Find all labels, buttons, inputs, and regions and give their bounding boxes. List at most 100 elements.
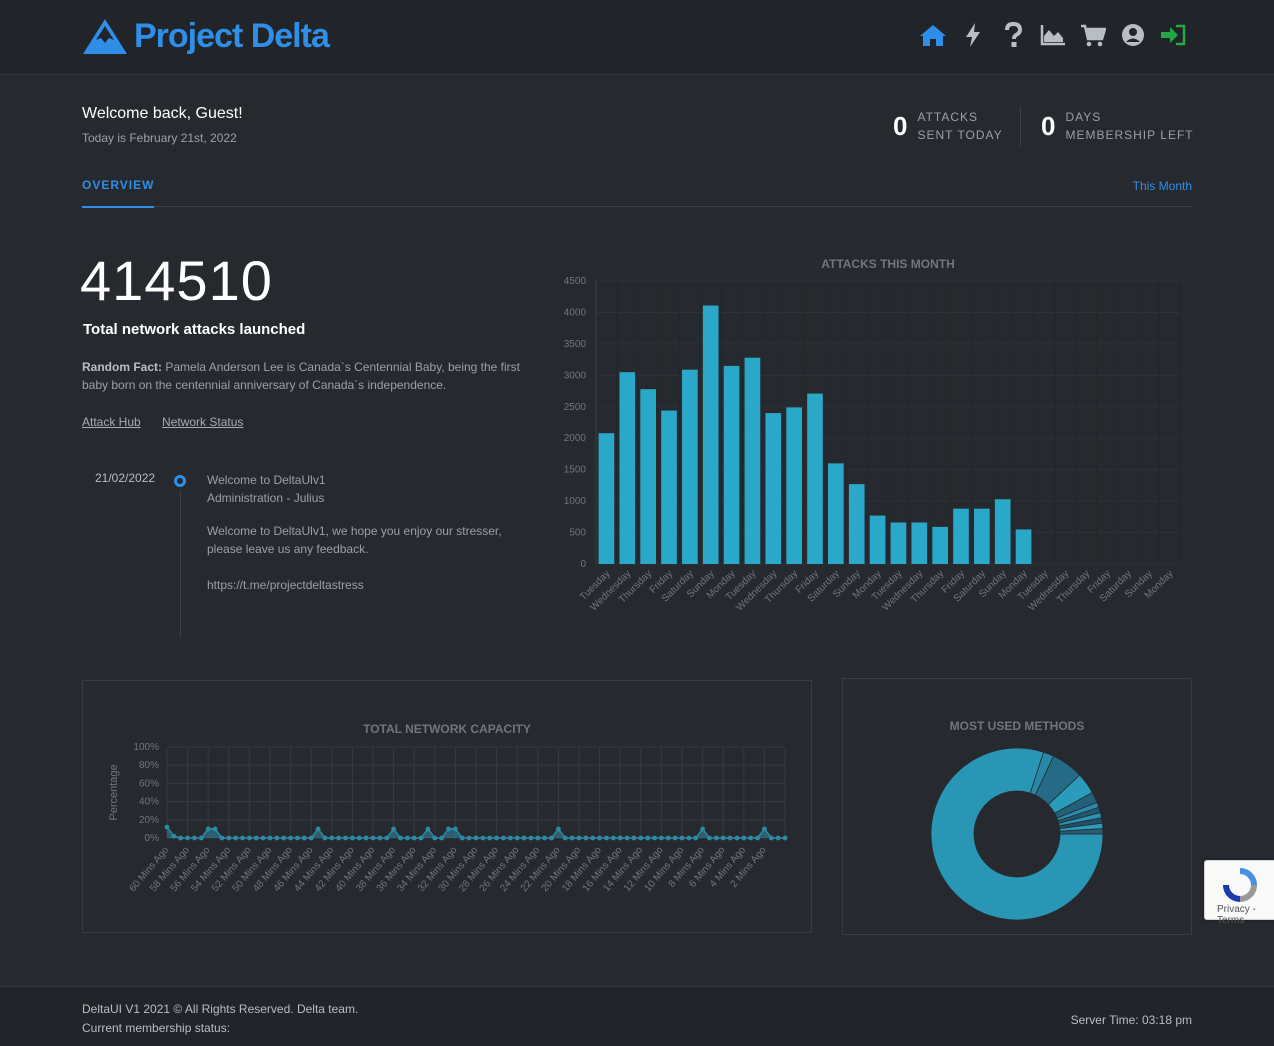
- data-point: [535, 835, 541, 841]
- data-point: [315, 826, 321, 832]
- data-point: [734, 835, 740, 841]
- random-fact-prefix: Random Fact:: [82, 360, 163, 374]
- bar: [702, 305, 719, 564]
- data-point: [549, 835, 554, 841]
- data-point: [597, 835, 602, 841]
- timeline-body: Welcome to DeltaUlv1, we hope you enjoy …: [207, 524, 502, 556]
- data-point: [782, 835, 788, 841]
- tab-overview[interactable]: OVERVIEW: [82, 178, 155, 208]
- data-point: [528, 835, 534, 841]
- data-point: [514, 835, 520, 841]
- methods-chart: MOST USED METHODS: [930, 719, 1104, 921]
- bar: [932, 526, 948, 564]
- data-point: [652, 835, 657, 841]
- data-point: [267, 835, 273, 841]
- data-point: [556, 826, 561, 832]
- attacks-today-value: 0: [893, 110, 908, 141]
- cart-icon[interactable]: [1078, 20, 1108, 50]
- data-point: [720, 835, 726, 841]
- data-point: [617, 835, 623, 841]
- data-point: [377, 835, 383, 841]
- y-tick-label: 2000: [564, 433, 587, 444]
- y-tick-label: 20%: [139, 815, 159, 826]
- data-point: [274, 835, 280, 841]
- footer: DeltaUI V1 2021 © All Rights Reserved. D…: [0, 986, 1274, 1046]
- bar: [807, 393, 823, 564]
- bar: [828, 463, 844, 564]
- data-point: [301, 835, 307, 841]
- data-point: [775, 835, 781, 841]
- timeline-link[interactable]: https://t.me/projectdeltastress: [207, 578, 364, 592]
- pie-slice: [1059, 828, 1104, 835]
- range-selector[interactable]: This Month: [1132, 179, 1192, 193]
- stat-divider: [1020, 106, 1021, 146]
- chart-title: TOTAL NETWORK CAPACITY: [363, 722, 531, 736]
- network-capacity-chart: TOTAL NETWORK CAPACITY Percentage 0% 20% 40%…: [108, 722, 788, 894]
- mountain-logo-icon: [83, 19, 127, 54]
- area-chart-icon[interactable]: [1038, 20, 1068, 50]
- user-icon[interactable]: [1118, 20, 1148, 50]
- data-point: [322, 835, 328, 841]
- data-point: [768, 835, 774, 841]
- data-point: [501, 835, 506, 841]
- data-point: [418, 835, 424, 841]
- bar: [911, 522, 928, 564]
- data-point: [192, 835, 197, 841]
- footer-membership: Current membership status:: [82, 1021, 231, 1035]
- bar: [640, 389, 656, 564]
- chart-title: ATTACKS THIS MONTH: [821, 257, 955, 271]
- bar: [786, 407, 802, 564]
- data-point: [638, 835, 644, 841]
- data-point: [446, 826, 451, 832]
- data-point: [707, 835, 712, 841]
- brand-logo[interactable]: Project Delta: [82, 16, 330, 56]
- data-point: [356, 835, 362, 841]
- data-point: [343, 835, 348, 841]
- data-point: [604, 835, 609, 841]
- data-point: [521, 835, 527, 841]
- data-point: [398, 835, 403, 841]
- attacks-today-stat: 0 ATTACKS SENT TODAY: [893, 108, 1003, 144]
- y-tick-label: 1000: [564, 496, 587, 507]
- server-time: Server Time: 03:18 pm: [1070, 1013, 1192, 1027]
- random-fact-text: Pamela Anderson Lee is Canada`s Centenni…: [82, 360, 521, 392]
- data-point: [288, 835, 293, 841]
- attacks-today-sublabel: SENT TODAY: [917, 128, 1003, 142]
- network-capacity-panel: TOTAL NETWORK CAPACITY Percentage 0% 20% 40%…: [82, 680, 812, 933]
- y-tick-label: 3500: [564, 339, 587, 350]
- methods-panel: MOST USED METHODS: [842, 678, 1192, 935]
- data-point: [404, 835, 410, 841]
- total-attacks-value: 414510: [80, 249, 273, 312]
- attack-hub-link[interactable]: Attack Hub: [82, 415, 141, 429]
- bar: [619, 372, 636, 564]
- top-navbar: Project Delta: [0, 0, 1274, 75]
- data-point: [473, 835, 479, 841]
- data-point: [425, 826, 431, 832]
- data-point: [295, 835, 300, 841]
- nav-icon-bar: [918, 20, 1188, 50]
- data-point: [247, 835, 252, 841]
- home-icon[interactable]: [918, 20, 948, 50]
- data-point: [659, 835, 664, 841]
- recaptcha-text[interactable]: Privacy - Terms: [1217, 904, 1256, 926]
- recaptcha-badge[interactable]: Privacy - Terms: [1204, 860, 1274, 926]
- sign-in-icon[interactable]: [1158, 20, 1188, 50]
- bolt-icon[interactable]: [958, 20, 988, 50]
- data-point: [329, 835, 335, 841]
- data-point: [713, 835, 719, 841]
- timeline-dot: [174, 475, 186, 487]
- recaptcha-icon: [1223, 868, 1257, 902]
- data-point: [219, 835, 225, 841]
- help-icon[interactable]: [998, 20, 1028, 50]
- attacks-today-label: ATTACKS: [917, 110, 979, 124]
- data-point: [569, 835, 575, 841]
- data-point: [260, 835, 266, 841]
- data-point: [748, 835, 754, 841]
- network-status-link[interactable]: Network Status: [162, 415, 244, 429]
- data-point: [281, 835, 287, 841]
- data-point: [480, 835, 486, 841]
- data-point: [253, 835, 259, 841]
- attacks-month-chart: ATTACKS THIS MONTH 0 500 1000 1500 2000 2500 30…: [564, 257, 1181, 613]
- bar: [890, 522, 907, 564]
- total-attacks-label: Total network attacks launched: [83, 321, 306, 338]
